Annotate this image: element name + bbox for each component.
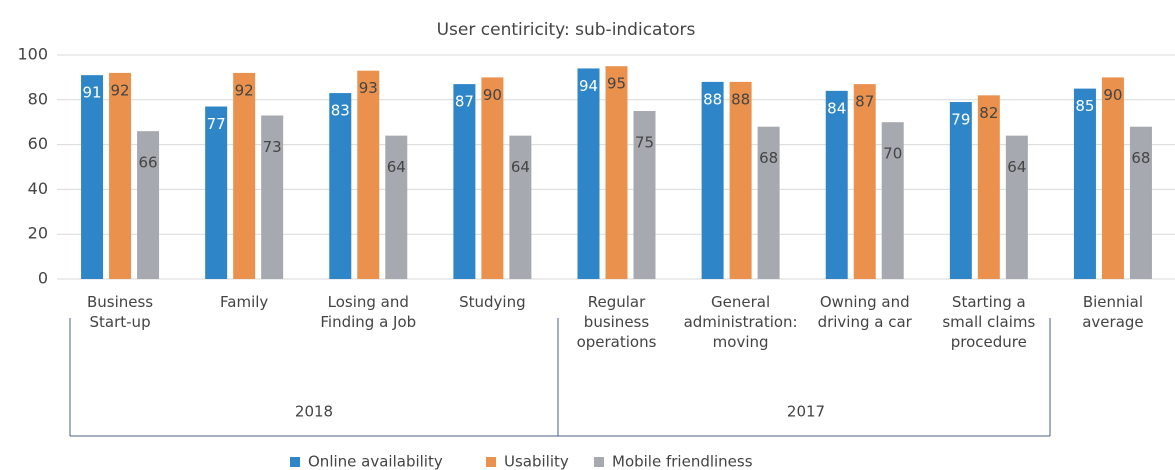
x-tick-label: Owning and driving a car <box>818 293 913 331</box>
bar <box>261 115 284 279</box>
bar <box>825 90 848 279</box>
bar <box>385 135 408 279</box>
y-tick-label: 40 <box>28 179 48 198</box>
data-label: 68 <box>1131 149 1150 167</box>
x-tick-label-line: administration: <box>684 313 798 331</box>
data-label: 87 <box>855 93 874 111</box>
data-label: 70 <box>883 145 902 163</box>
x-tick-label: Regular business operations <box>577 293 657 351</box>
y-tick-label: 80 <box>28 89 48 108</box>
legend-swatch <box>594 457 604 467</box>
x-tick-label: Losing and Finding a Job <box>320 293 416 331</box>
x-tick-label-line: small claims <box>942 313 1035 331</box>
bar <box>881 122 904 279</box>
x-tick-label-line: driving a car <box>818 313 913 331</box>
x-tick-label: Studying <box>459 293 526 311</box>
bar <box>853 84 876 280</box>
bar <box>633 111 656 279</box>
x-tick-label-line: moving <box>713 333 769 351</box>
data-label: 68 <box>759 149 778 167</box>
data-label: 83 <box>331 102 350 120</box>
x-tick-label: General administration: moving <box>684 293 798 351</box>
x-tick-label-line: General <box>711 293 770 311</box>
legend-label: Usability <box>504 453 569 470</box>
x-tick-label-line: Studying <box>459 293 526 311</box>
y-tick-label: 0 <box>38 269 48 288</box>
data-label: 87 <box>455 93 474 111</box>
bar <box>481 77 504 280</box>
legend-label: Online availability <box>308 453 443 470</box>
bar <box>1005 135 1028 279</box>
data-label: 94 <box>579 77 598 95</box>
legend-label: Mobile friendliness <box>612 453 753 470</box>
bar <box>757 126 780 280</box>
x-tick-label-line: average <box>1082 313 1143 331</box>
x-tick-label-line: business <box>584 313 650 331</box>
x-tick-label-line: Losing and <box>328 293 409 311</box>
data-label: 91 <box>83 84 102 102</box>
data-label: 90 <box>483 86 502 104</box>
bar <box>137 131 160 279</box>
data-label: 66 <box>139 154 158 172</box>
x-tick-label-line: Regular <box>588 293 646 311</box>
x-tick-label-line: Start-up <box>90 313 151 331</box>
x-tick-label-line: Business <box>87 293 153 311</box>
data-label: 93 <box>359 79 378 97</box>
data-label: 92 <box>235 81 254 99</box>
x-tick-label: Biennial average <box>1082 293 1143 331</box>
bar <box>1101 77 1124 280</box>
x-tick-label-line: Family <box>220 293 268 311</box>
bar <box>949 102 972 279</box>
bar <box>605 66 628 279</box>
data-label: 85 <box>1075 97 1094 115</box>
bar <box>205 106 228 280</box>
bar <box>357 70 380 280</box>
bar <box>233 72 256 279</box>
data-label: 90 <box>1103 86 1122 104</box>
x-tick-label-line: procedure <box>951 333 1027 351</box>
bar <box>1073 88 1096 279</box>
bar <box>577 68 600 279</box>
data-label: 73 <box>263 138 282 156</box>
chart-title: User centiricity: sub-indicators <box>437 20 696 40</box>
legend-swatch <box>290 457 300 467</box>
data-label: 88 <box>703 90 722 108</box>
bar <box>729 81 752 279</box>
data-label: 64 <box>1007 158 1026 176</box>
bar <box>1129 126 1152 280</box>
data-label: 95 <box>607 75 626 93</box>
bar <box>701 81 724 279</box>
data-label: 88 <box>731 90 750 108</box>
x-tick-label-line: Owning and <box>820 293 910 311</box>
data-label: 77 <box>207 115 226 133</box>
y-tick-label: 20 <box>28 224 48 243</box>
x-tick-label-line: Finding a Job <box>320 313 416 331</box>
group-label: 2017 <box>787 403 825 421</box>
bar <box>453 84 476 280</box>
data-label: 92 <box>111 81 130 99</box>
x-tick-label: Starting a small claims procedure <box>942 293 1035 351</box>
bar <box>329 93 352 279</box>
x-tick-label: Family <box>220 293 268 311</box>
legend-swatch <box>486 457 496 467</box>
y-tick-label: 60 <box>28 134 48 153</box>
x-tick-label: Business Start-up <box>87 293 153 331</box>
data-label: 64 <box>387 158 406 176</box>
bar <box>509 135 532 279</box>
y-tick-label: 100 <box>17 45 48 64</box>
data-label: 84 <box>827 99 846 117</box>
data-label: 64 <box>511 158 530 176</box>
data-label: 75 <box>635 134 654 152</box>
data-label: 82 <box>979 104 998 122</box>
x-tick-label-line: operations <box>577 333 657 351</box>
bar <box>109 72 132 279</box>
data-label: 79 <box>951 111 970 129</box>
bar <box>81 75 104 279</box>
x-tick-label-line: Biennial <box>1083 293 1143 311</box>
group-label: 2018 <box>295 403 333 421</box>
x-tick-label-line: Starting a <box>952 293 1026 311</box>
bar <box>977 95 1000 279</box>
